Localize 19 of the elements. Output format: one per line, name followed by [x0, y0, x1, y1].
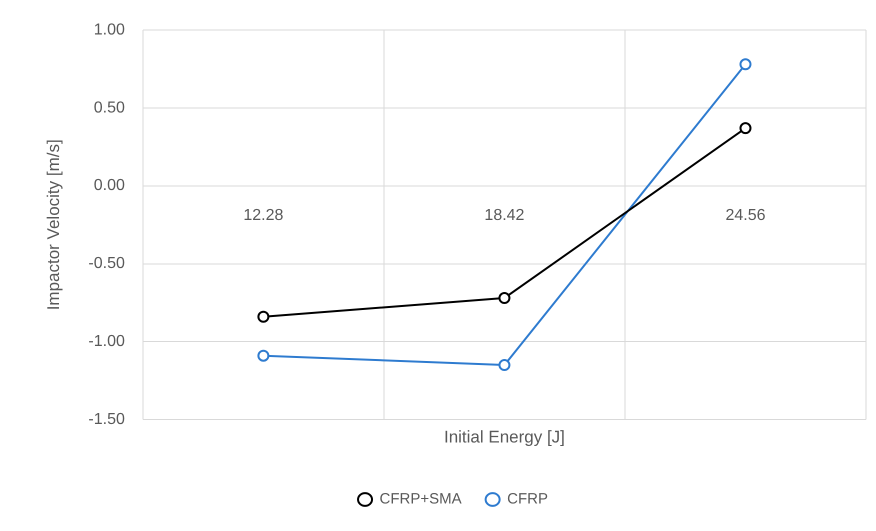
legend-label: CFRP: [507, 490, 548, 508]
y-tick-label: 0.50: [94, 99, 125, 116]
point: [257, 310, 270, 323]
y-tick-label: -1.50: [88, 411, 125, 428]
x-tick-label: 18.42: [484, 206, 525, 224]
point: [739, 122, 752, 134]
point: [257, 350, 270, 362]
y-axis-title: Impactor Velocity [m/s]: [44, 139, 63, 310]
y-tick-label: 0.00: [94, 177, 125, 194]
y-tick-label: -0.50: [88, 255, 125, 272]
legend-label: CFRP+SMA: [380, 490, 462, 508]
point: [498, 292, 510, 304]
x-axis-title: Initial Energy [J]: [444, 427, 565, 446]
point: [498, 359, 510, 372]
x-tick-label: 12.28: [243, 206, 284, 224]
y-tick-label: -1.00: [88, 333, 125, 350]
x-tick-label: 24.56: [725, 206, 766, 224]
y-tick-label: 1.00: [94, 21, 125, 38]
point: [739, 58, 752, 70]
